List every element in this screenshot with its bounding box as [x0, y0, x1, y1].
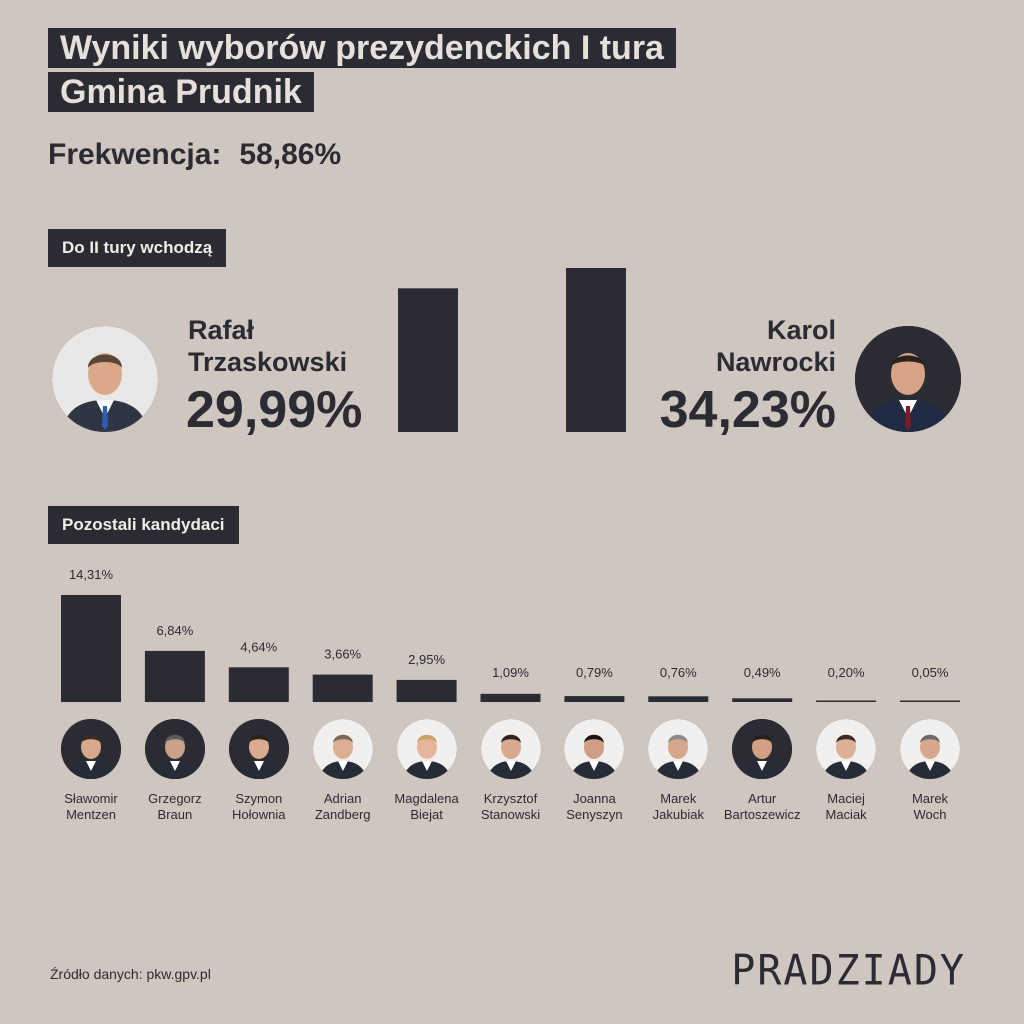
candidate-name: Maciej Maciak: [796, 791, 896, 823]
candidate-bar: [312, 674, 373, 702]
candidate-avatar: [732, 719, 793, 779]
candidate-first-name: Szymon: [235, 791, 283, 806]
candidate-last-name: Senyszyn: [566, 807, 623, 822]
finalist-left-percentage: 29,99%: [186, 381, 363, 439]
candidate-name: Krzysztof Stanowski: [461, 791, 561, 823]
candidate-last-name: Woch: [913, 807, 947, 822]
candidate-last-name: Stanowski: [480, 807, 541, 822]
candidate-name: Adrian Zandberg: [293, 791, 393, 823]
candidate-value-label: 6,84%: [156, 623, 193, 638]
candidate-first-name: Grzegorz: [148, 791, 202, 806]
candidate-avatar: [480, 719, 541, 779]
candidate-value-label: 0,79%: [576, 665, 613, 680]
finalist-left-first-name: Rafał: [188, 315, 255, 345]
others-section-label: Pozostali kandydaci: [48, 506, 239, 544]
candidate-name: Magdalena Biejat: [377, 791, 477, 823]
candidate-first-name: Krzysztof: [483, 791, 538, 806]
finalist-right-last-name: Nawrocki: [715, 347, 836, 377]
other-candidates-bar-chart: 14,31% 6,84% 4,64% 3,66% 2,95% 1,09% 0,79% 0,76…: [61, 567, 960, 702]
finalist-left-name: Rafał Trzaskowski: [188, 314, 347, 378]
candidate-name: Marek Jakubiak: [628, 791, 728, 823]
candidate-avatar: [144, 719, 205, 779]
trzaskowski-avatar: [52, 326, 158, 432]
brand-logo: PRADZIADY: [731, 946, 966, 996]
candidate-last-name: Hołownia: [232, 807, 286, 822]
candidate-value-label: 0,20%: [828, 665, 865, 680]
page-title-line-2: Gmina Prudnik: [48, 72, 314, 112]
candidate-value-label: 2,95%: [408, 652, 445, 667]
finalists-bar-chart: [398, 268, 626, 432]
candidate-avatar: [396, 719, 457, 779]
turnout: Frekwencja: 58,86%: [48, 138, 341, 172]
candidate-value-label: 0,76%: [660, 665, 697, 680]
candidate-last-name: Braun: [157, 807, 193, 822]
candidate-bar: [648, 696, 709, 702]
candidate-value-label: 0,49%: [744, 665, 781, 680]
finalist-right-name: Karol Nawrocki: [716, 314, 836, 378]
candidate-bar: [732, 698, 793, 702]
candidate-last-name: Mentzen: [66, 807, 116, 822]
candidate-name: Grzegorz Braun: [125, 791, 225, 823]
candidate-first-name: Joanna: [573, 791, 616, 806]
candidate-name: Artur Bartoszewicz: [712, 791, 812, 823]
finalist-bar-2: [566, 268, 626, 432]
candidate-value-label: 3,66%: [324, 647, 361, 662]
candidate-last-name: Jakubiak: [652, 807, 704, 822]
candidate-avatar: [648, 719, 709, 779]
turnout-label: Frekwencja:: [48, 138, 222, 171]
candidate-name: Szymon Hołownia: [209, 791, 309, 823]
candidate-value-label: 14,31%: [69, 567, 114, 582]
candidate-first-name: Marek: [660, 791, 697, 806]
candidate-first-name: Magdalena: [394, 791, 459, 806]
finalist-left-last-name: Trzaskowski: [188, 347, 348, 377]
candidate-last-name: Biejat: [410, 807, 443, 822]
candidate-first-name: Maciej: [827, 791, 865, 806]
candidate-value-label: 4,64%: [240, 639, 277, 654]
page-title-line-1: Wyniki wyborów prezydenckich I tura: [48, 28, 676, 68]
finalist-bar-1: [398, 288, 458, 432]
candidate-bar: [900, 700, 960, 702]
candidate-avatar: [61, 719, 121, 779]
candidate-bar: [396, 679, 457, 702]
finalist-right-percentage: 34,23%: [659, 381, 836, 439]
candidate-bar: [144, 650, 205, 702]
candidate-bar: [564, 696, 625, 702]
candidate-bar: [61, 595, 121, 702]
candidate-bar: [228, 667, 289, 702]
candidate-bar: [816, 700, 877, 702]
candidate-first-name: Sławomir: [64, 791, 118, 806]
candidate-avatar: [816, 719, 877, 779]
candidate-value-label: 1,09%: [492, 665, 529, 680]
candidate-last-name: Bartoszewicz: [723, 807, 801, 822]
nawrocki-avatar: [855, 326, 961, 432]
candidate-name: Joanna Senyszyn: [544, 791, 644, 823]
finalists-section-label: Do II tury wchodzą: [48, 229, 227, 267]
turnout-value: 58,86%: [239, 138, 342, 171]
candidate-name: Sławomir Mentzen: [41, 791, 141, 823]
candidate-last-name: Zandberg: [314, 807, 371, 822]
candidate-name: Marek Woch: [880, 791, 980, 823]
candidate-first-name: Artur: [748, 791, 777, 806]
candidate-first-name: Marek: [911, 791, 949, 806]
candidate-first-name: Adrian: [323, 791, 362, 806]
candidate-bar: [480, 693, 541, 702]
candidate-value-label: 0,05%: [912, 665, 949, 680]
candidate-avatar: [312, 719, 373, 779]
candidate-avatar: [228, 719, 289, 779]
candidate-avatar: [564, 719, 625, 779]
finalist-right-first-name: Karol: [766, 315, 836, 345]
data-source: Źródło danych: pkw.gpv.pl: [50, 966, 211, 982]
candidate-last-name: Maciak: [825, 807, 867, 822]
candidate-avatar: [900, 719, 960, 779]
